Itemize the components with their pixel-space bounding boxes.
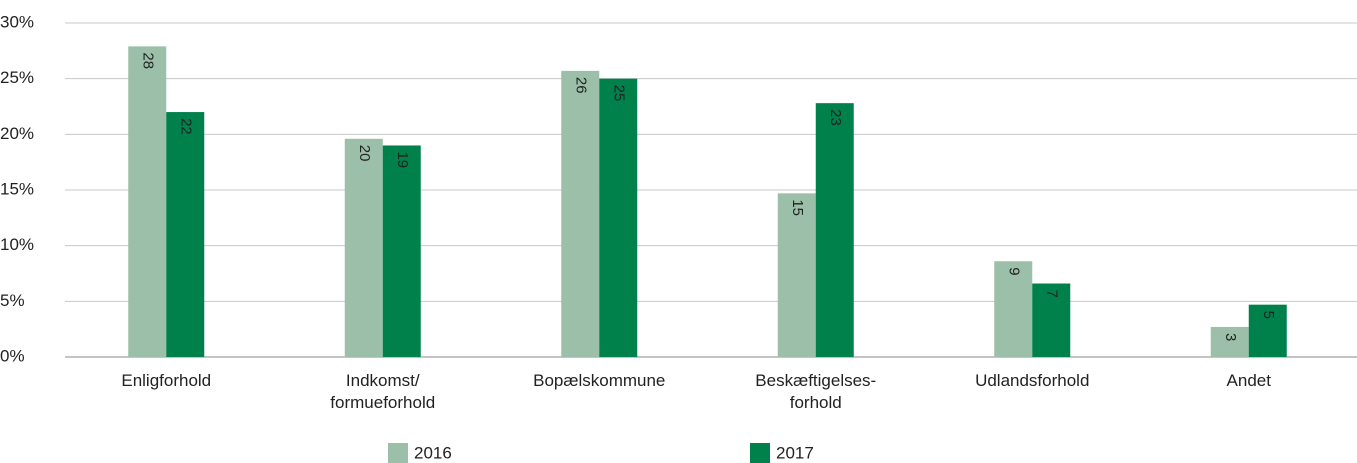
bar xyxy=(344,138,383,357)
value-label: 23 xyxy=(827,109,844,126)
value-label: 3 xyxy=(1222,333,1239,341)
y-tick-label: 0% xyxy=(0,346,25,365)
y-tick-label: 25% xyxy=(0,68,34,87)
y-tick-label: 15% xyxy=(0,179,34,198)
x-tick-label: Bopælskommune xyxy=(533,371,666,390)
bar xyxy=(1248,304,1287,357)
value-label: 19 xyxy=(394,151,411,168)
value-label: 28 xyxy=(139,52,156,69)
value-label: 25 xyxy=(610,85,627,102)
legend-label: 2017 xyxy=(776,443,814,462)
bar xyxy=(994,261,1033,357)
bar xyxy=(1210,326,1249,357)
legend-swatch xyxy=(388,443,408,463)
y-tick-label: 30% xyxy=(0,12,34,31)
legend-swatch xyxy=(750,443,770,463)
bar xyxy=(382,145,421,357)
x-tick-label: Beskæftigelses- forhold xyxy=(755,371,877,412)
bar xyxy=(561,70,600,357)
x-tick-label: Udlandsforhold xyxy=(975,371,1090,390)
bar xyxy=(599,78,638,358)
value-label: 22 xyxy=(177,118,194,135)
value-label: 20 xyxy=(356,145,373,162)
bar xyxy=(777,193,816,357)
x-tick-label: Andet xyxy=(1226,371,1271,390)
y-tick-label: 10% xyxy=(0,235,34,254)
y-tick-label: 5% xyxy=(0,291,25,310)
value-label: 15 xyxy=(789,199,806,216)
legend-label: 2016 xyxy=(414,443,452,462)
x-tick-label: Enligforhold xyxy=(121,371,212,390)
bar xyxy=(128,46,167,357)
y-tick-label: 20% xyxy=(0,124,34,143)
bar xyxy=(1032,283,1071,357)
x-tick-label: Indkomst/ formueforhold xyxy=(330,371,436,412)
value-label: 9 xyxy=(1005,267,1022,275)
bar xyxy=(815,103,854,357)
bar xyxy=(166,112,205,357)
value-label: 7 xyxy=(1043,290,1060,298)
value-label: 26 xyxy=(572,77,589,94)
value-label: 5 xyxy=(1260,311,1277,319)
